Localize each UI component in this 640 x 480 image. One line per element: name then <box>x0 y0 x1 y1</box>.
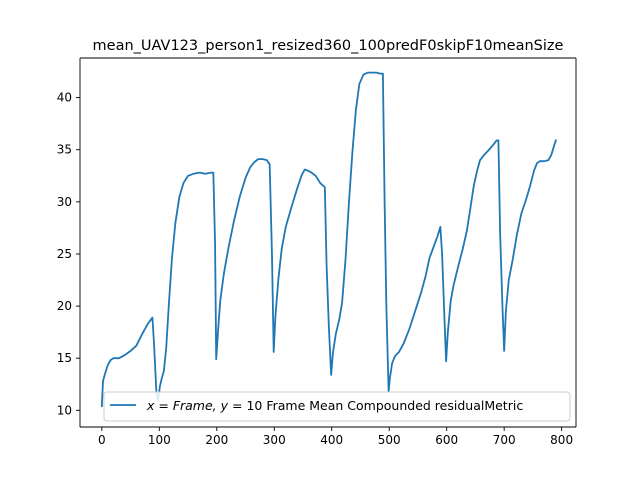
x-tick-label: 300 <box>263 433 286 447</box>
legend: x = Frame, y = 10 Frame Mean Compounded … <box>103 391 571 422</box>
x-tick-label: 100 <box>148 433 171 447</box>
x-tick-label: 700 <box>493 433 516 447</box>
y-tick-label: 35 <box>57 143 72 157</box>
axes-frame <box>79 57 577 428</box>
y-tick-label: 40 <box>57 91 72 105</box>
legend-label-math: x = Frame, y <box>146 398 229 413</box>
y-tick-label: 20 <box>57 299 72 313</box>
series-line <box>100 71 558 408</box>
chart-title: mean_UAV123_person1_resized360_100predF0… <box>93 38 564 54</box>
legend-box <box>103 391 571 422</box>
x-tick-label: 500 <box>378 433 401 447</box>
legend-label: x = Frame, y = 10 Frame Mean Compounded … <box>146 398 523 413</box>
legend-label-text: = 10 Frame Mean Compounded residualMetri… <box>228 398 523 413</box>
y-tick-label: 15 <box>57 351 72 365</box>
x-tick-label: 800 <box>550 433 573 447</box>
plot-area <box>80 58 576 427</box>
y-tick-label: 10 <box>57 403 72 417</box>
y-tick-label: 30 <box>57 195 72 209</box>
y-tick-label: 25 <box>57 247 72 261</box>
x-axis-ticks: 0 100 200 300 400 500 600 700 800 <box>98 427 573 447</box>
x-tick-label: 200 <box>205 433 228 447</box>
x-tick-label: 400 <box>320 433 343 447</box>
y-axis-ticks: 10 15 20 25 30 35 40 <box>57 91 80 417</box>
x-tick-label: 0 <box>98 433 106 447</box>
x-tick-label: 600 <box>435 433 458 447</box>
